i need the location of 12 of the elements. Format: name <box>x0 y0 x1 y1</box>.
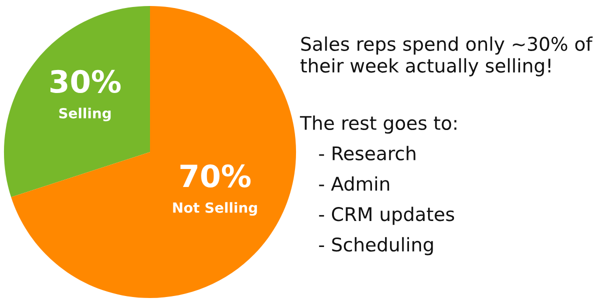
data-label: 30% <box>50 70 121 94</box>
text: The rest goes to: <box>300 116 456 134</box>
text: - Admin <box>319 176 390 191</box>
text: - CRM updates <box>319 206 454 225</box>
pie-slice <box>4 6 150 198</box>
pie-slice <box>11 6 296 298</box>
text: - Research <box>319 146 416 160</box>
slice-label: Selling <box>59 108 111 122</box>
text: - Scheduling <box>319 237 433 256</box>
text: Sales reps spend only ~30% of their week actually selling! <box>300 36 593 76</box>
slice-label: Not Selling <box>173 202 257 216</box>
data-label: 70% <box>180 164 251 188</box>
